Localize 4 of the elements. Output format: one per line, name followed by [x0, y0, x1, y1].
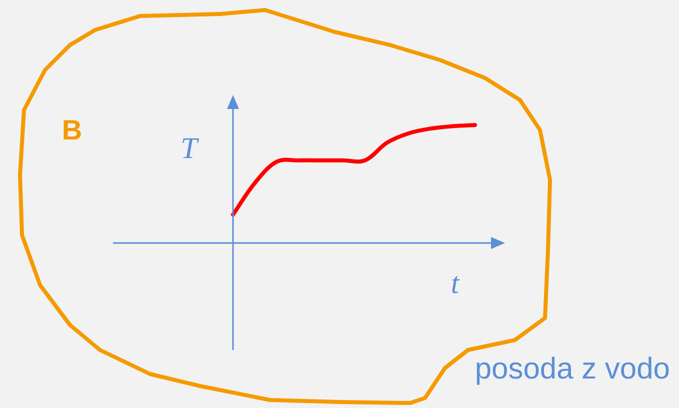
- x-axis-title: t: [450, 266, 460, 300]
- text: B: [62, 114, 82, 146]
- text: posoda z vodo: [474, 352, 670, 386]
- y-axis-title: T: [180, 132, 200, 165]
